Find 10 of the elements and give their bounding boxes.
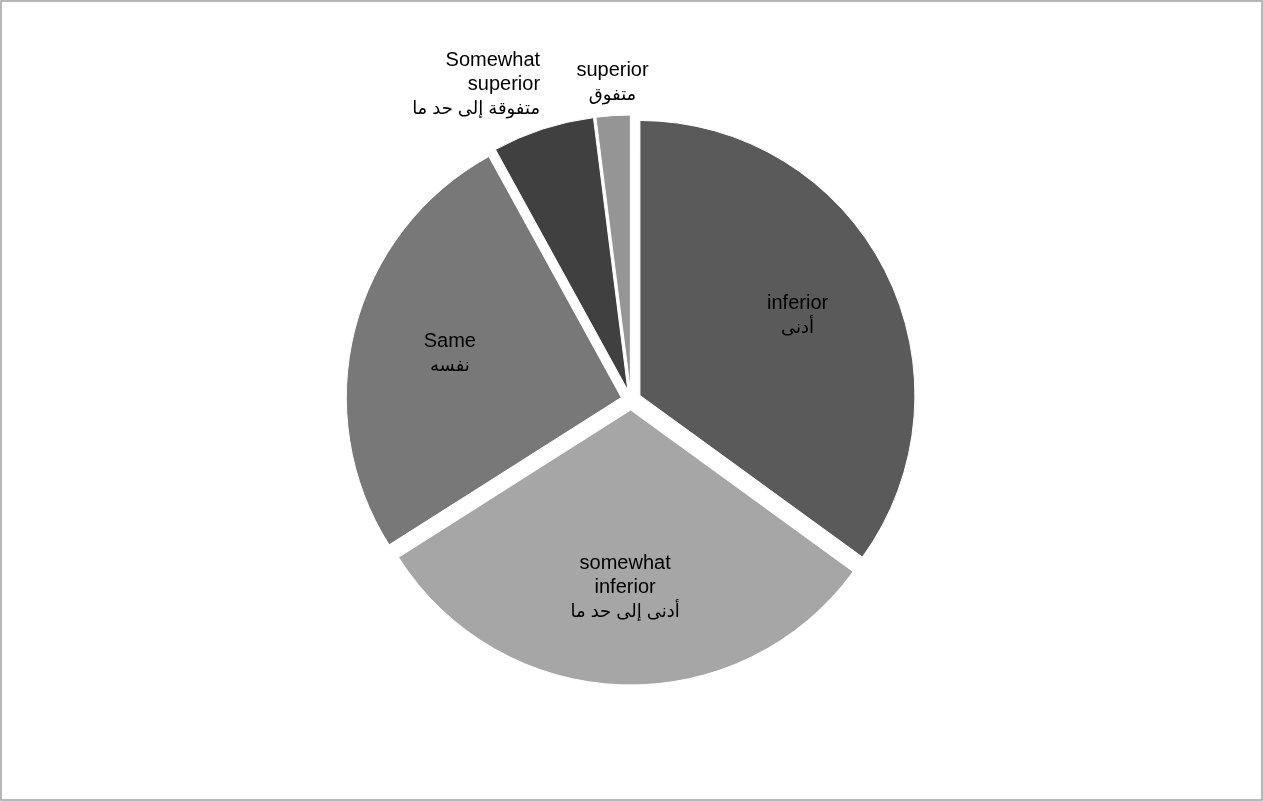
slice-label: Same — [423, 329, 476, 352]
slice-label: inferior — [767, 291, 829, 314]
text: أدنى — [781, 315, 815, 338]
text: أدنى إلى حد ما — [570, 598, 680, 621]
text: متفوق — [588, 84, 637, 106]
slice-label: superior — [576, 58, 649, 81]
slice-label: somewhat inferior — [579, 550, 672, 597]
text: نفسه — [429, 355, 470, 376]
text: متفوقة إلى حد ما — [412, 98, 541, 120]
slice-label: Somewhat superior — [445, 48, 541, 95]
